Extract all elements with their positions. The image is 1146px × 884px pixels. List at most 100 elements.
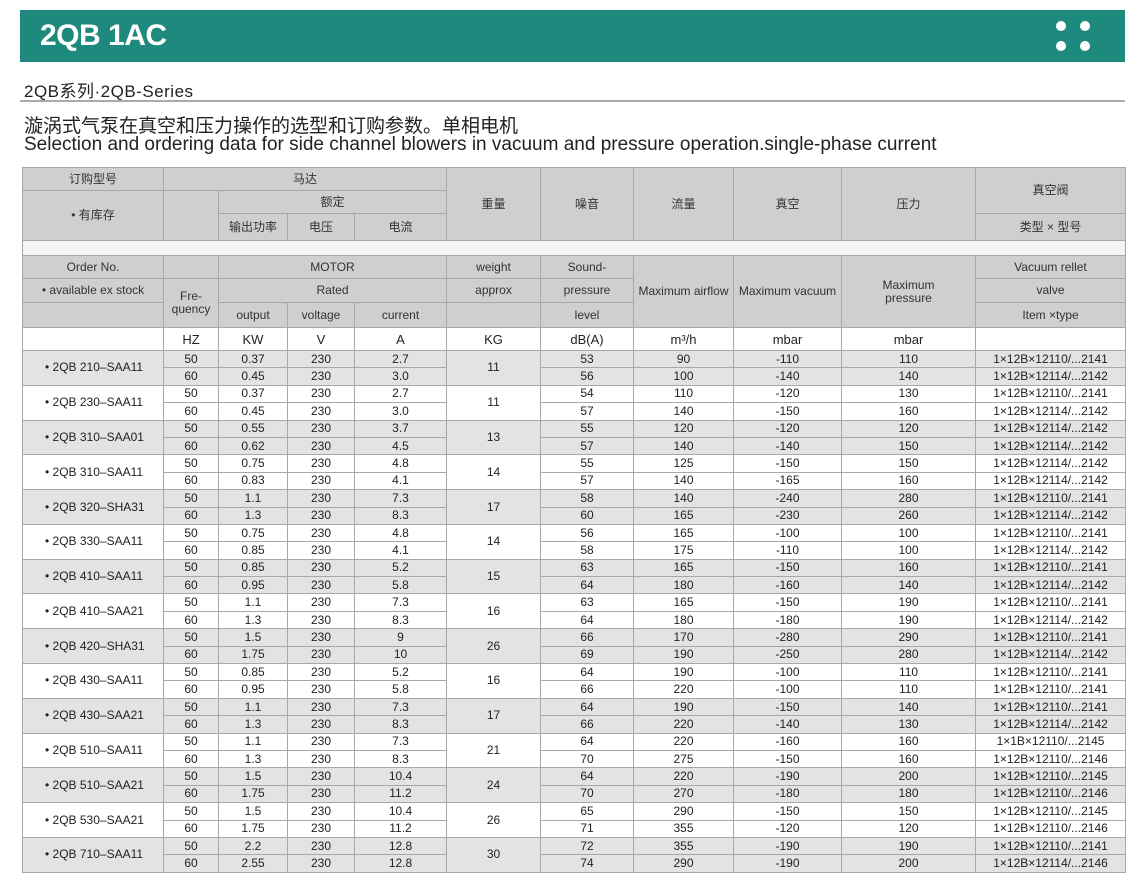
unit-cell: dB(A) — [540, 327, 635, 351]
header-cell: Maximum airflow — [633, 255, 735, 328]
data-cell: 64 — [540, 576, 635, 595]
data-cell: 120 — [841, 819, 977, 838]
weight: 17 — [446, 489, 542, 525]
data-cell: -190 — [733, 836, 843, 856]
unit-cell — [975, 327, 1127, 351]
description-cn: 漩涡式气泵在真空和压力操作的选型和订购参数。单相电机 — [24, 116, 519, 137]
header-cell: Vacuum rellet — [975, 255, 1127, 279]
data-row: 60 1.3 230 8.3 64 180 -180 190 1×12B×12114/...21… — [22, 610, 1127, 630]
header-cell: 马达 — [162, 167, 448, 191]
data-cell: 165 — [633, 506, 735, 525]
data-cell: 60 — [163, 680, 219, 699]
data-cell: 5.8 — [353, 576, 448, 595]
data-cell: 280 — [841, 489, 977, 508]
data-cell: 150 — [841, 454, 977, 473]
data-cell: 1×12B×12114/...2142 — [975, 541, 1127, 560]
data-cell: 1.3 — [218, 715, 288, 734]
header-cell: 压力 — [841, 167, 977, 241]
dot — [1080, 21, 1090, 31]
data-cell: 0.85 — [218, 541, 288, 560]
data-cell: 355 — [633, 819, 735, 838]
header-cell: • available ex stock — [22, 278, 164, 303]
header-cell: MOTOR — [217, 255, 448, 279]
data-cell: 57 — [540, 436, 635, 456]
data-cell: 57 — [540, 402, 635, 421]
data-cell: 230 — [287, 610, 355, 630]
data-cell: -120 — [733, 384, 843, 404]
data-cell: 140 — [633, 471, 735, 491]
data-cell: -190 — [733, 854, 843, 873]
title-bar: 2QB 1AC — [20, 10, 1125, 62]
data-cell: 1×12B×12114/...2142 — [975, 471, 1127, 491]
weight: 26 — [446, 802, 542, 838]
data-cell: 1×12B×12114/...2142 — [975, 610, 1127, 630]
data-row: 60 0.45 230 3.0 57 140 -150 160 1×12B×12114/...2… — [22, 402, 1127, 421]
data-cell: 260 — [841, 506, 977, 525]
data-cell: 140 — [633, 402, 735, 421]
data-cell: 60 — [163, 402, 219, 421]
data-cell: 1×12B×12114/...2146 — [975, 854, 1127, 873]
data-cell: 50 — [163, 523, 219, 543]
data-row: • 2QB 210–SAA11 50 0.37 230 2.7 11 53 90 -110 110… — [22, 349, 1127, 386]
data-cell: 1×12B×12114/...2142 — [975, 436, 1127, 456]
data-cell: 1×12B×12110/...2141 — [975, 384, 1127, 404]
data-cell: 64 — [540, 732, 635, 751]
data-cell: 65 — [540, 802, 635, 821]
data-row: 60 0.95 230 5.8 64 180 -160 140 1×12B×12114/...2… — [22, 576, 1127, 595]
data-cell: 0.95 — [218, 680, 288, 699]
data-row: • 2QB 430–SAA11 50 0.85 230 5.2 16 64 190 -100 11… — [22, 663, 1127, 699]
data-cell: 180 — [633, 576, 735, 595]
data-cell: 230 — [287, 593, 355, 612]
data-cell: 1.5 — [218, 628, 288, 647]
data-cell: 150 — [841, 802, 977, 821]
data-cell: 0.37 — [218, 349, 288, 369]
data-cell: 175 — [633, 541, 735, 560]
data-row: 60 2.55 230 12.8 74 290 -190 200 1×12B×12114/...… — [22, 854, 1127, 873]
data-cell: 60 — [163, 471, 219, 491]
data-row: • 2QB 410–SAA11 50 0.85 230 5.2 15 63 165 -150 16… — [22, 558, 1127, 595]
data-cell: 140 — [841, 697, 977, 717]
data-cell: 1×12B×12114/...2142 — [975, 506, 1127, 525]
data-cell: 180 — [841, 784, 977, 804]
data-cell: 100 — [633, 367, 735, 386]
header-cell — [163, 190, 219, 241]
data-cell: 230 — [287, 680, 355, 699]
data-row: • 2QB 330–SAA11 50 0.75 230 4.8 14 56 165 -100 10… — [22, 523, 1127, 560]
data-row: • 2QB 430–SAA21 50 1.1 230 7.3 17 64 190 -150 140… — [22, 697, 1127, 734]
data-cell: 64 — [540, 663, 635, 682]
header-cell: 真空阀 — [975, 167, 1127, 214]
data-cell: 230 — [287, 802, 355, 821]
unit-cell: mbar — [841, 327, 977, 351]
data-cell: 58 — [540, 489, 635, 508]
data-row: 60 1.75 230 11.2 70 270 -180 180 1×12B×12110/...… — [22, 784, 1127, 804]
data-cell: -120 — [733, 419, 843, 438]
data-cell: 72 — [540, 836, 635, 856]
data-cell: 66 — [540, 628, 635, 647]
data-row: • 2QB 530–SAA21 50 1.5 230 10.4 26 65 290 -150 15… — [22, 802, 1127, 838]
weight: 17 — [446, 697, 542, 734]
data-cell: 220 — [633, 715, 735, 734]
data-cell: 1.5 — [218, 802, 288, 821]
data-cell: 230 — [287, 732, 355, 751]
data-cell: 1.75 — [218, 819, 288, 838]
data-cell: 50 — [163, 384, 219, 404]
data-cell: 1.1 — [218, 732, 288, 751]
data-cell: 1×12B×12114/...2142 — [975, 367, 1127, 386]
data-cell: 4.1 — [353, 541, 448, 560]
data-cell: 160 — [841, 732, 977, 751]
data-cell: 5.2 — [353, 663, 448, 682]
data-cell: 1×12B×12110/...2141 — [975, 558, 1127, 578]
data-cell: 230 — [287, 836, 355, 856]
header-cell: weight — [446, 255, 542, 279]
data-row: 60 0.83 230 4.1 57 140 -165 160 1×12B×12114/...2… — [22, 471, 1127, 491]
data-cell: 230 — [287, 436, 355, 456]
data-cell: 1×12B×12110/...2141 — [975, 628, 1127, 647]
data-cell: 1×12B×12110/...2141 — [975, 593, 1127, 612]
data-row: 60 0.95 230 5.8 66 220 -100 110 1×12B×12110/...2… — [22, 680, 1127, 699]
data-cell: 190 — [841, 593, 977, 612]
data-cell: 50 — [163, 558, 219, 578]
data-cell: 53 — [540, 349, 635, 369]
weight: 11 — [446, 384, 542, 421]
order-no: • 2QB 410–SAA21 — [22, 593, 164, 630]
data-cell: 71 — [540, 819, 635, 838]
